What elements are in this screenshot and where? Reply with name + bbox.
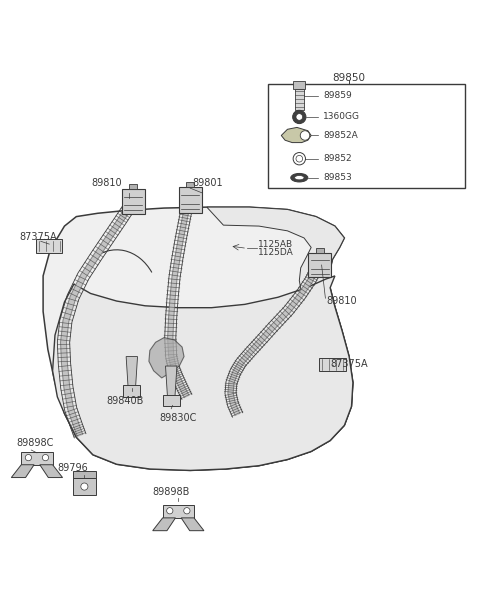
Text: 89810: 89810: [326, 296, 357, 306]
Bar: [186, 182, 194, 187]
Polygon shape: [153, 518, 176, 531]
Text: 89850: 89850: [333, 72, 366, 83]
Bar: [268, 84, 466, 188]
Circle shape: [42, 454, 48, 461]
Text: 89810: 89810: [91, 178, 121, 188]
Text: 89853: 89853: [323, 173, 352, 182]
Text: 89898B: 89898B: [153, 487, 190, 496]
Polygon shape: [43, 207, 353, 471]
Circle shape: [184, 507, 190, 514]
Circle shape: [81, 483, 88, 490]
Text: 1125DA: 1125DA: [258, 248, 294, 257]
Bar: [122, 189, 144, 214]
Bar: [123, 385, 140, 397]
Polygon shape: [281, 127, 311, 143]
Ellipse shape: [295, 176, 304, 180]
Text: 87375A: 87375A: [330, 359, 368, 368]
Bar: [73, 471, 96, 478]
Circle shape: [293, 111, 306, 124]
Text: 89852A: 89852A: [323, 131, 358, 140]
Text: 89859: 89859: [323, 91, 352, 100]
Bar: [36, 239, 62, 252]
Bar: [316, 248, 324, 252]
Bar: [320, 358, 346, 371]
Circle shape: [300, 130, 310, 140]
Ellipse shape: [291, 173, 308, 182]
Bar: [179, 187, 202, 213]
Text: 89801: 89801: [192, 178, 223, 188]
Text: 89796: 89796: [58, 463, 88, 473]
Circle shape: [293, 153, 305, 165]
Bar: [73, 478, 96, 495]
Bar: [293, 82, 305, 89]
Polygon shape: [126, 356, 137, 387]
Polygon shape: [190, 207, 353, 471]
Text: 89840B: 89840B: [107, 396, 144, 406]
Bar: [308, 252, 331, 277]
Text: 89852: 89852: [323, 154, 352, 163]
Text: 1125AB: 1125AB: [258, 240, 293, 249]
Bar: [295, 89, 304, 110]
Text: 89898C: 89898C: [16, 438, 53, 448]
Text: 87375A: 87375A: [19, 231, 57, 242]
Circle shape: [25, 454, 32, 461]
Bar: [163, 505, 194, 518]
Circle shape: [296, 114, 302, 120]
Bar: [130, 184, 137, 189]
Polygon shape: [166, 366, 177, 396]
Polygon shape: [53, 276, 353, 471]
Polygon shape: [12, 464, 34, 478]
Bar: [21, 452, 53, 464]
Circle shape: [296, 155, 302, 162]
Polygon shape: [40, 464, 62, 478]
Bar: [163, 394, 180, 406]
Text: 1360GG: 1360GG: [323, 112, 360, 121]
Circle shape: [167, 507, 173, 514]
Polygon shape: [181, 518, 204, 531]
Polygon shape: [149, 338, 184, 378]
Text: 89830C: 89830C: [160, 414, 197, 423]
